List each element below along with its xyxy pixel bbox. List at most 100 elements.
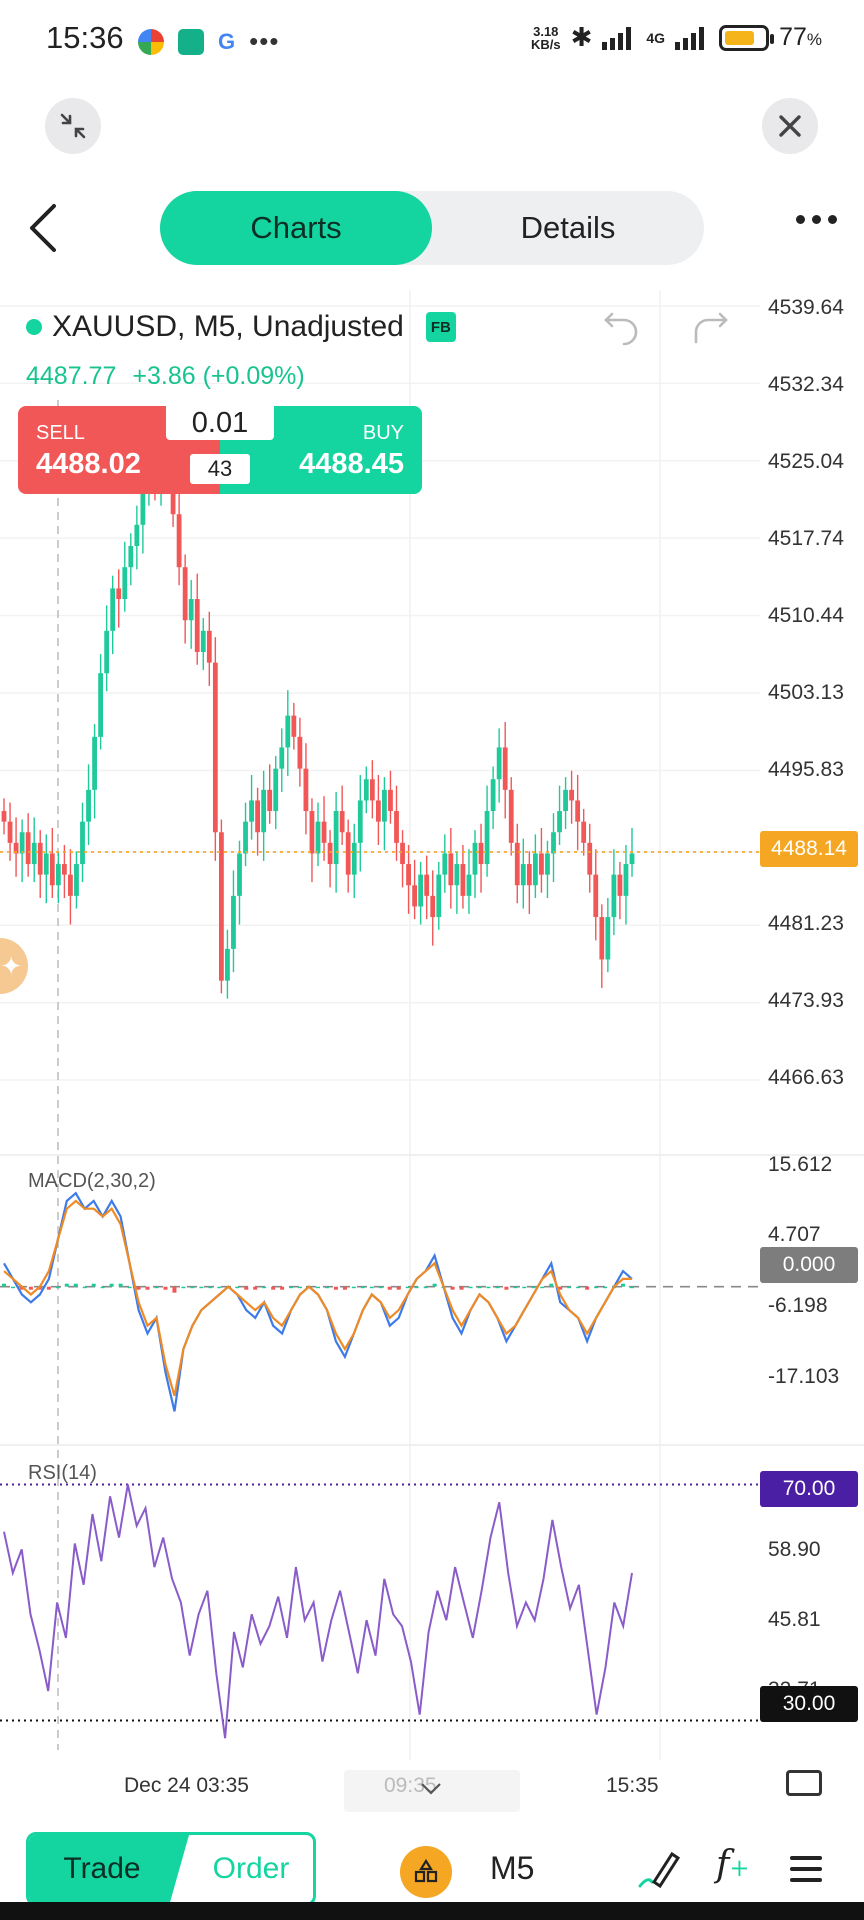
tab-charts[interactable]: Charts (160, 191, 432, 265)
macd-histogram-bar (369, 1286, 374, 1289)
candle-body (526, 864, 532, 886)
candle-body (496, 747, 502, 780)
macd-histogram-bar (244, 1286, 249, 1290)
macd-histogram-bar (459, 1286, 464, 1290)
macd-histogram-bar (396, 1286, 401, 1290)
macd-axis-label: 4.707 (768, 1223, 821, 1246)
buy-button[interactable]: BUY 4488.45 (220, 406, 422, 494)
macd-histogram-bar (621, 1283, 626, 1287)
candle-body (557, 811, 562, 833)
macd-histogram-bar (558, 1286, 563, 1290)
rsi-upper-tag: 70.00 (760, 1471, 858, 1507)
candle-body (581, 821, 587, 843)
candle-body (563, 789, 568, 812)
chart-type-button[interactable] (400, 1846, 452, 1898)
candle-body (200, 630, 206, 653)
menu-icon[interactable] (790, 1856, 822, 1889)
candle-body (13, 842, 19, 854)
candle-body (255, 800, 261, 833)
candle-body (532, 853, 538, 886)
price-axis-label: 4473.93 (768, 989, 844, 1012)
candle-body (267, 789, 273, 812)
macd-histogram-bar (567, 1286, 572, 1289)
buy-label: BUY (362, 422, 404, 444)
candle-body (478, 842, 484, 865)
close-button[interactable] (762, 98, 818, 154)
candle-body (605, 917, 611, 960)
candle-body (303, 768, 309, 812)
lot-size-input[interactable]: 0.01 (166, 406, 274, 440)
notification-icons: G ••• (138, 26, 279, 57)
candle-body (218, 832, 224, 981)
candle-body (43, 853, 49, 875)
macd-histogram-bar (10, 1286, 15, 1289)
chart-type-icon (414, 1858, 438, 1883)
candle-body (104, 630, 110, 674)
more-notifications-icon: ••• (249, 26, 280, 56)
price-axis-label: 4510.44 (768, 604, 844, 627)
macd-histogram-bar (585, 1286, 590, 1290)
back-icon[interactable] (24, 200, 64, 256)
rsi-line (3, 1484, 633, 1739)
instrument-header[interactable]: XAUUSD, M5, Unadjusted FB (26, 310, 456, 344)
fb-badge: FB (425, 312, 456, 342)
candle-body (273, 768, 279, 812)
candle-body (375, 800, 381, 822)
time-axis-label: 09:35 (384, 1774, 437, 1797)
minimize-button[interactable] (45, 98, 101, 154)
trade-button[interactable]: Trade (29, 1835, 189, 1903)
rsi-axis-label: 45.81 (768, 1608, 821, 1631)
candle-body (466, 874, 472, 896)
bluetooth-icon: ✱ (570, 22, 593, 52)
candle-body (116, 588, 122, 600)
macd-histogram-bar (576, 1286, 581, 1289)
candle-body (617, 874, 623, 896)
macd-histogram-bar (154, 1286, 159, 1289)
order-button[interactable]: Order (212, 1852, 290, 1885)
macd-histogram-bar (163, 1286, 168, 1290)
candle-body (7, 821, 13, 843)
candle-body (1, 811, 7, 822)
drawing-tools-icon[interactable] (636, 1846, 680, 1890)
macd-axis-label: -17.103 (768, 1365, 840, 1388)
macd-histogram-bar (127, 1286, 132, 1289)
chart-canvas[interactable] (0, 0, 864, 1800)
candle-body (25, 832, 31, 865)
macd-histogram-bar (486, 1286, 491, 1289)
timeframe-button[interactable]: M5 (490, 1850, 535, 1886)
macd-histogram-bar (2, 1283, 6, 1287)
current-price-tag: 4488.14 (760, 831, 858, 867)
nav-bar (0, 1902, 864, 1920)
candle-body (86, 789, 91, 822)
candle-body (194, 599, 200, 653)
signal-icon (602, 26, 632, 50)
redo-icon[interactable] (690, 306, 730, 346)
candle-body (502, 747, 508, 790)
macd-signal-line (3, 1199, 632, 1397)
candle-body (436, 874, 442, 918)
candle-body (55, 864, 61, 886)
macd-histogram-bar (28, 1286, 33, 1290)
more-options-icon[interactable] (796, 215, 837, 224)
macd-histogram-bar (262, 1286, 267, 1289)
candle-body (98, 673, 104, 737)
candle-body (569, 789, 575, 801)
macd-histogram-bar (172, 1286, 177, 1293)
macd-axis-label: 15.612 (768, 1153, 833, 1176)
chevron-down-icon[interactable] (420, 1782, 442, 1796)
tab-details[interactable]: Details (520, 210, 616, 245)
candle-body (418, 874, 424, 907)
buy-price: 4488.45 (299, 448, 404, 480)
candle-body (237, 853, 242, 896)
indicators-icon[interactable]: f+ (716, 1844, 750, 1885)
pinwheel-app-icon (138, 28, 164, 55)
candle-body (327, 842, 333, 865)
screen-layout-icon[interactable] (786, 1770, 822, 1796)
macd-histogram-bar (342, 1286, 347, 1290)
candle-body (460, 864, 466, 896)
price-quote: 4487.77 +3.86 (+0.09%) (26, 362, 305, 391)
undo-icon[interactable] (602, 306, 642, 346)
status-bar: 15:36 G ••• 3.18 KB/s ✱ 4G 77% (0, 0, 864, 80)
candle-body (333, 811, 339, 865)
candle-body (345, 832, 351, 875)
